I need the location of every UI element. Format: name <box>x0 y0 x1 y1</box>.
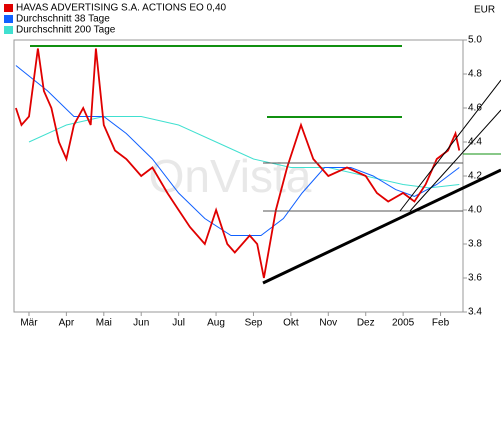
series-line <box>15 48 461 279</box>
y-tick-label: 4.8 <box>468 69 482 80</box>
legend-label: Durchschnitt 200 Tage <box>16 25 116 36</box>
legend-label: Durchschnitt 38 Tage <box>16 14 110 25</box>
x-tick-label: Mai <box>96 318 112 329</box>
legend-label: HAVAS ADVERTISING S.A. ACTIONS EO 0,40 <box>16 3 227 14</box>
trend-line <box>409 109 501 212</box>
legend-swatch <box>4 26 13 34</box>
background <box>0 0 501 340</box>
x-tick-label: 2005 <box>392 318 415 329</box>
x-tick-label: Jul <box>172 318 185 329</box>
x-tick-label: Jun <box>133 318 149 329</box>
y-tick-label: 4.2 <box>468 171 482 182</box>
trend-line <box>399 79 501 212</box>
currency: EUR <box>474 5 495 16</box>
y-tick-label: 4.4 <box>468 137 482 148</box>
x-tick-label: Mär <box>20 318 38 329</box>
y-tick-label: 3.6 <box>468 273 482 284</box>
y-tick-label: 4.0 <box>468 205 482 216</box>
legend-swatch <box>4 4 13 12</box>
trend-line <box>262 168 501 285</box>
x-tick-label: Aug <box>207 318 225 329</box>
y-tick-label: 3.8 <box>468 239 482 250</box>
x-tick-label: Feb <box>432 318 450 329</box>
x-tick-label: Nov <box>319 318 337 329</box>
watermark: OnVista <box>149 150 312 202</box>
y-tick-label: 4.6 <box>468 103 482 114</box>
y-tick-label: 3.4 <box>468 307 482 318</box>
y-tick-label: 5.0 <box>468 35 482 46</box>
x-tick-label: Okt <box>283 318 299 329</box>
x-tick-label: Dez <box>357 318 375 329</box>
x-tick-label: Sep <box>245 318 263 329</box>
x-tick-label: Apr <box>59 318 75 329</box>
legend-swatch <box>4 15 13 23</box>
plot <box>15 48 461 279</box>
